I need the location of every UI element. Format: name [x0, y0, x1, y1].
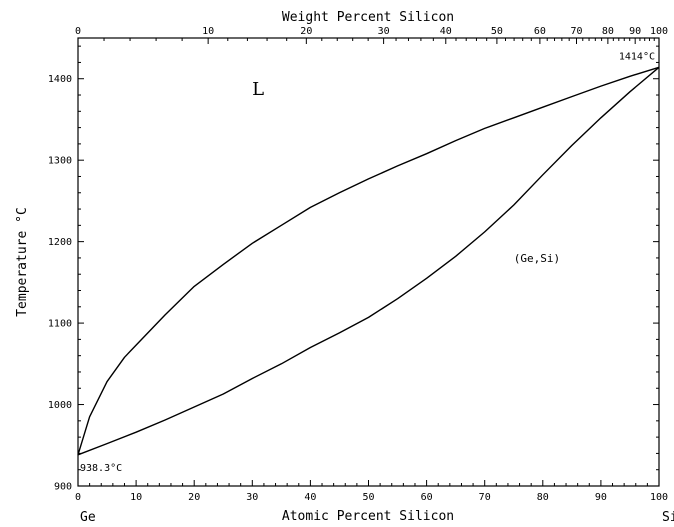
y-tick-label: 900 — [54, 482, 72, 493]
top-tick-label: 10 — [202, 26, 214, 37]
liquidus-curve — [77, 66, 660, 456]
top-tick-label: 100 — [650, 26, 668, 37]
x-tick-label: 70 — [479, 492, 491, 503]
bottom-axis: 0 10 20 30 40 50 60 70 80 90 100 — [75, 480, 668, 503]
region-label: L — [252, 79, 264, 100]
right-axis — [653, 45, 659, 487]
chart-title: Weight Percent Silicon — [282, 10, 454, 25]
top-tick-label: 20 — [300, 26, 312, 37]
left-axis: 900 1000 1100 1200 1300 1400 — [48, 45, 84, 493]
top-tick-label: 60 — [534, 26, 546, 37]
top-axis: 0 10 20 30 40 50 60 70 80 90 100 — [75, 26, 668, 44]
x-axis-label: Atomic Percent Silicon — [282, 509, 454, 524]
y-tick-label: 1400 — [48, 74, 72, 85]
point-label: 1414°C — [619, 51, 655, 62]
x-tick-label: 50 — [362, 492, 374, 503]
top-tick-label: 30 — [378, 26, 390, 37]
x-tick-label: 10 — [130, 492, 142, 503]
y-tick-label: 1100 — [48, 319, 72, 330]
x-tick-label: 90 — [595, 492, 607, 503]
x-tick-label: 80 — [537, 492, 549, 503]
x-tick-label: 20 — [188, 492, 200, 503]
top-tick-label: 50 — [491, 26, 503, 37]
x-tick-label: 0 — [75, 492, 81, 503]
region-label: (Ge,Si) — [514, 252, 560, 265]
series-layer — [77, 66, 660, 456]
left-end-label: Ge — [80, 510, 96, 525]
x-tick-label: 40 — [304, 492, 316, 503]
top-tick-label: 0 — [75, 26, 81, 37]
plot-frame — [77, 37, 660, 487]
right-end-label: Si — [662, 510, 674, 525]
top-tick-label: 70 — [570, 26, 582, 37]
y-tick-label: 1300 — [48, 156, 72, 167]
top-tick-label: 40 — [440, 26, 452, 37]
x-tick-label: 30 — [246, 492, 258, 503]
x-tick-label: 60 — [421, 492, 433, 503]
top-tick-label: 80 — [602, 26, 614, 37]
annotations-layer: L (Ge,Si) 938.3°C 1414°C — [80, 51, 655, 473]
solidus-curve — [77, 66, 660, 456]
x-tick-label: 100 — [650, 492, 668, 503]
y-tick-label: 1200 — [48, 237, 72, 248]
y-tick-label: 1000 — [48, 400, 72, 411]
point-label: 938.3°C — [80, 463, 122, 474]
top-tick-label: 90 — [629, 26, 641, 37]
y-axis-label: Temperature °C — [15, 207, 30, 317]
